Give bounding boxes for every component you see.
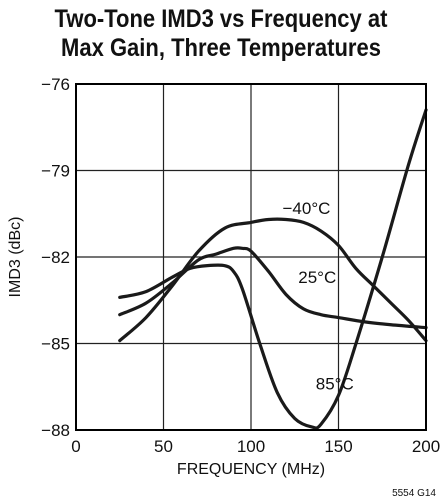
y-tick-label: −88: [41, 421, 70, 440]
series-line-2: [118, 108, 428, 430]
y-tick-label: −85: [41, 335, 70, 354]
x-tick-label: 200: [412, 437, 440, 456]
grid: [76, 84, 426, 430]
y-tick-label: −79: [41, 162, 70, 181]
chart-title-line-1: Two-Tone IMD3 vs Frequency at: [54, 5, 388, 33]
curves: [118, 108, 428, 430]
series-label-1: 25°C: [298, 268, 336, 287]
y-axis-label: IMD3 (dBc): [7, 217, 24, 298]
x-tick-label: 150: [324, 437, 352, 456]
plot-frame: [75, 83, 427, 431]
y-tick-label: −82: [41, 248, 70, 267]
x-tick-label: 100: [237, 437, 265, 456]
y-tick-label: −76: [41, 75, 70, 94]
series-label-2: 85°C: [316, 375, 354, 394]
x-axis-label: FREQUENCY (MHz): [177, 461, 325, 478]
footnote: 5554 G14: [392, 488, 436, 499]
series-label-0: −40°C: [283, 199, 331, 218]
x-tick-label: 50: [154, 437, 173, 456]
x-tick-label: 0: [71, 437, 80, 456]
curve-labels: −40°C 25°C 85°C: [283, 199, 354, 394]
tick-labels: 0 50 100 150 200 −76 −79 −82 −85 −88: [41, 75, 440, 456]
chart-title-line-2: Max Gain, Three Temperatures: [61, 34, 381, 62]
series-line-0: [118, 217, 428, 343]
